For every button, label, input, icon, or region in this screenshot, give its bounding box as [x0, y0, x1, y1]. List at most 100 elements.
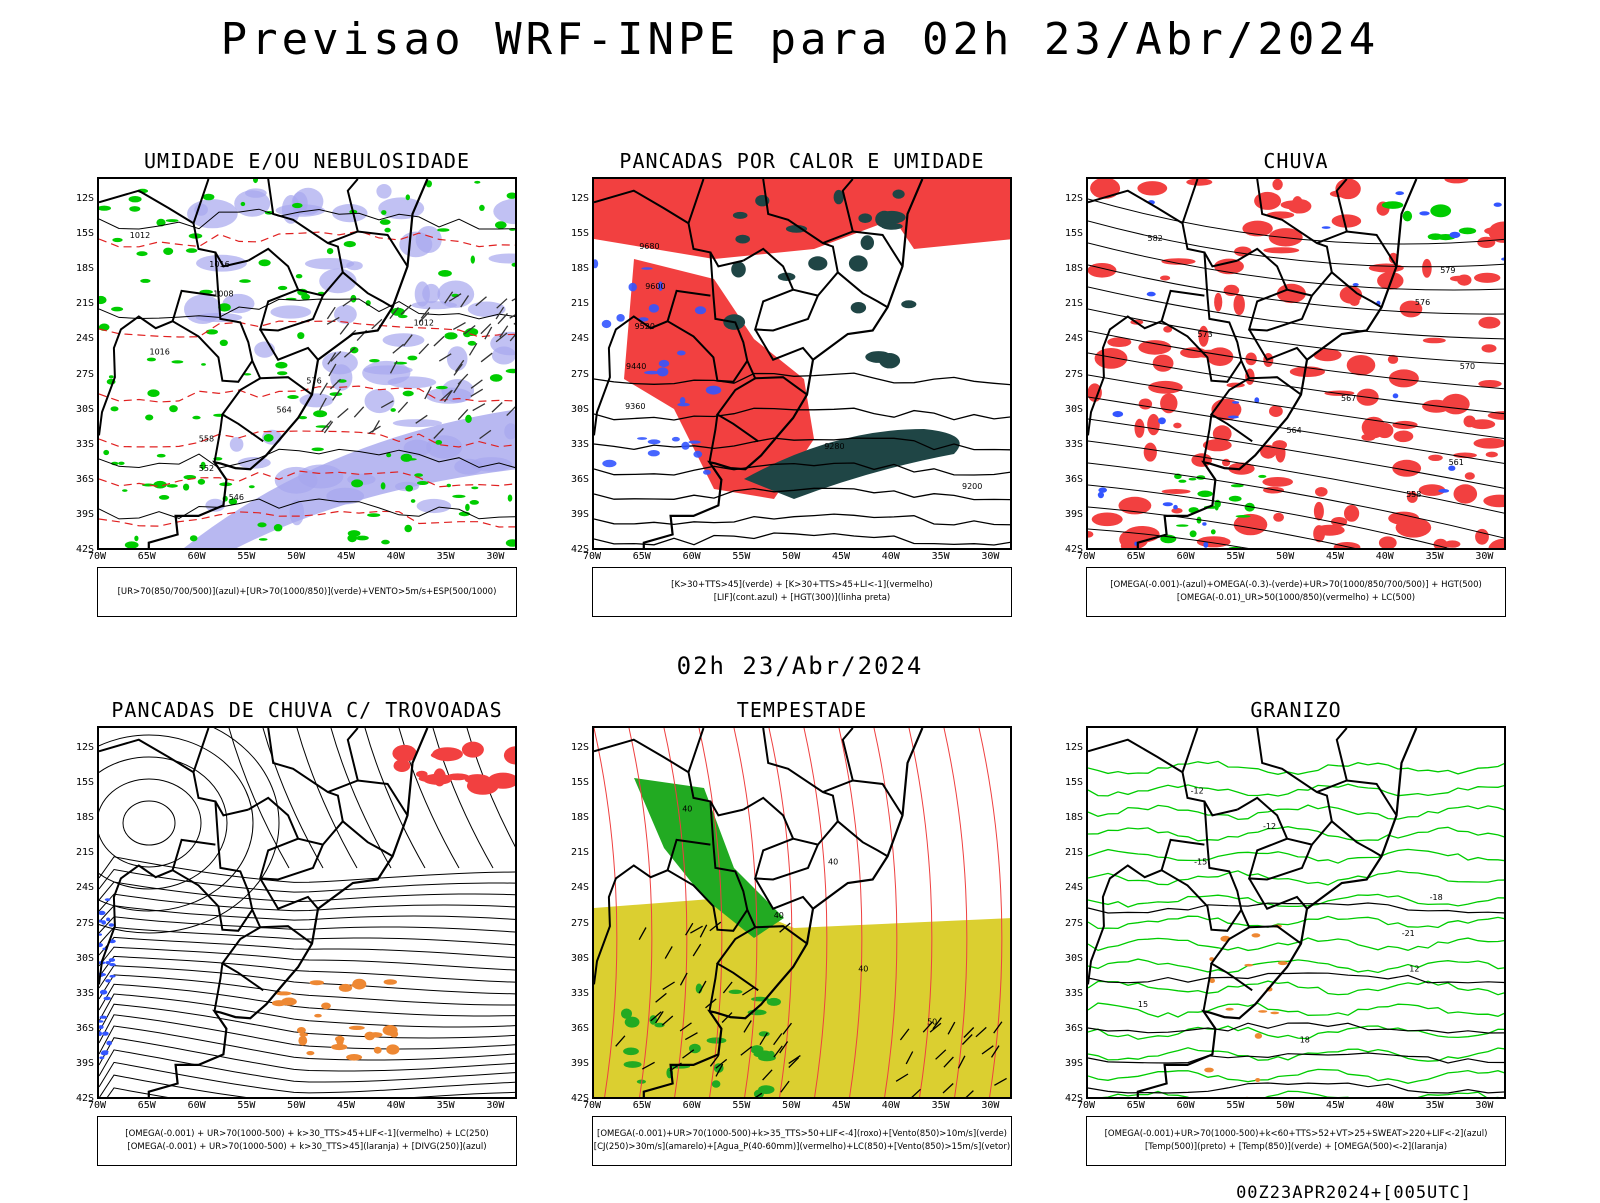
contour-label: -18 — [1430, 893, 1443, 902]
run-timestamp: 00Z23APR2024+[005UTC] — [1236, 1183, 1472, 1203]
field-blob — [489, 374, 503, 382]
field-blob — [228, 498, 238, 506]
lat-label: 15S — [75, 228, 94, 240]
border-line — [742, 179, 839, 297]
streamline — [99, 868, 515, 893]
border-line — [841, 179, 854, 232]
lat-label: 33S — [1064, 987, 1083, 999]
lon-label: 65W — [137, 1100, 156, 1111]
contour-line — [1088, 760, 1504, 775]
field-blob — [461, 741, 484, 758]
wind-vector — [742, 986, 755, 996]
field-blob — [1137, 181, 1168, 196]
map-svg — [99, 728, 515, 1097]
wind-vector — [935, 1049, 947, 1060]
map-svg: 40 40 40 40 50 — [594, 728, 1010, 1097]
wind-vector — [472, 403, 486, 412]
field-blob — [321, 1002, 331, 1010]
field-blob — [100, 1051, 109, 1056]
contour-line — [1088, 848, 1504, 864]
field-blob — [1464, 472, 1475, 480]
border-line — [327, 230, 409, 267]
field-blob — [1393, 430, 1414, 443]
border-line — [1247, 837, 1313, 881]
lat-label: 36S — [570, 1022, 589, 1034]
contour-line — [1088, 220, 1504, 268]
contour-label: 558 — [199, 435, 214, 444]
field-blob — [493, 198, 515, 225]
field-blob — [1230, 484, 1244, 488]
lon-label: 50W — [287, 1100, 306, 1111]
border-line — [260, 376, 313, 396]
border-line — [1161, 320, 1243, 383]
field-blob — [1473, 438, 1504, 449]
contour-line — [1088, 958, 1504, 974]
wind-vector — [337, 408, 349, 419]
border-line — [259, 877, 319, 910]
contour-line — [594, 462, 1010, 476]
field-blob — [205, 329, 218, 335]
wind-vector — [942, 1083, 954, 1094]
border-line — [755, 376, 808, 396]
field-blob — [1091, 512, 1123, 527]
panel-title: CHUVA — [1263, 149, 1329, 173]
lat-label: 42S — [75, 1093, 94, 1104]
border-line — [260, 925, 313, 945]
lat-label: 42S — [570, 1093, 589, 1104]
streamline — [99, 974, 515, 1006]
wind-vector — [990, 1045, 1000, 1058]
legend-line: [OMEGA(-0.01)_UR>50(1000/850)(vermelho) … — [1176, 593, 1416, 603]
border-line — [708, 963, 719, 1012]
lon-label: 60W — [682, 551, 701, 562]
wind-vector — [463, 324, 476, 335]
field-blob — [766, 997, 781, 1006]
streamline — [99, 856, 515, 883]
wind-vector — [994, 1077, 1007, 1086]
field-blob — [1204, 1067, 1214, 1073]
lat-label: 42S — [1064, 1093, 1083, 1104]
forecast-map: 1012 1016 1008 1012 1016 576 564 558 552 546 — [97, 177, 517, 550]
lon-label: 70W — [1076, 551, 1096, 562]
lon-label: 45W — [1325, 551, 1345, 562]
field-blob — [623, 1047, 639, 1056]
contour-line — [1088, 893, 1504, 908]
border-line — [214, 251, 249, 268]
field-blob — [621, 1008, 632, 1019]
field-blob — [106, 917, 111, 922]
field-blob — [275, 991, 292, 996]
lat-label: 24S — [570, 882, 589, 894]
lon-label: 60W — [1176, 1100, 1195, 1111]
field-blob — [393, 759, 411, 772]
contour-label: 576 — [306, 377, 321, 386]
field-blob — [1233, 294, 1245, 316]
field-blob — [105, 961, 111, 964]
lat-label: 39S — [1064, 508, 1083, 520]
wind-vector — [448, 293, 462, 302]
border-line — [1248, 877, 1308, 910]
field-blob — [156, 453, 166, 458]
field-blob — [1381, 201, 1404, 209]
contour-label: 40 — [682, 804, 692, 813]
legend-line: [K>30+TTS>45](verde) + [K>30+TTS>45+LI<-… — [671, 580, 933, 590]
field-blob — [281, 997, 297, 1006]
field-blob — [1152, 354, 1174, 372]
border-line — [1203, 251, 1238, 268]
contour-line — [594, 513, 1010, 526]
field-blob — [1485, 451, 1498, 458]
lat-label: 30S — [75, 952, 94, 964]
lon-label: 55W — [1226, 1100, 1245, 1111]
border-line — [1335, 728, 1348, 781]
lat-label: 33S — [570, 438, 589, 450]
wind-vector — [452, 322, 466, 330]
wind-vector — [343, 347, 356, 358]
field-blob — [112, 237, 123, 243]
map-svg: -12 -12 -15 -18 -21 12 15 18 — [1088, 728, 1504, 1097]
lat-label: 33S — [75, 438, 94, 450]
contour-line — [1088, 506, 1356, 548]
wind-vector — [743, 1020, 752, 1033]
lat-label: 15S — [570, 228, 589, 240]
field-blob — [441, 379, 475, 403]
border-line — [327, 779, 409, 816]
wind-vector — [690, 925, 703, 934]
field-blob — [703, 469, 711, 475]
